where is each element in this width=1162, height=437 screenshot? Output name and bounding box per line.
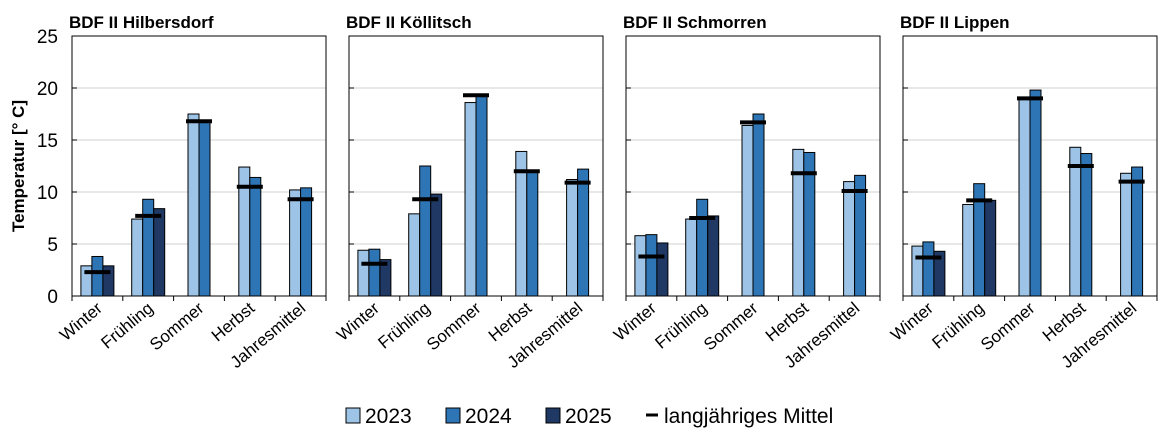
bar-2024 <box>854 174 867 297</box>
bar-2025 <box>984 199 997 297</box>
bar-2025 <box>153 208 166 297</box>
bar-2023 <box>187 113 200 297</box>
legend: 2023 2024 2025 langjähriges Mittel <box>345 405 833 428</box>
bar-2023 <box>1018 98 1031 297</box>
bar-2025 <box>430 193 443 297</box>
panel-title: BDF II Schmorren <box>623 13 767 32</box>
x-tick-label: Frühling <box>929 299 988 353</box>
bar-2024 <box>198 120 211 297</box>
bar-2024 <box>91 255 104 297</box>
legend-label: langjähriges Mittel <box>664 405 833 428</box>
bar-2024 <box>1080 153 1093 297</box>
x-tick-label: Sommer <box>977 298 1039 354</box>
bar-2025 <box>102 265 115 297</box>
y-tick-label: 0 <box>47 287 58 308</box>
bar-2023 <box>408 213 421 297</box>
bar-2024 <box>645 234 658 297</box>
bar-2023 <box>357 249 370 297</box>
bar-2023 <box>131 218 144 297</box>
y-tick-label: 25 <box>37 27 58 48</box>
y-tick-label: 5 <box>47 235 58 256</box>
bar-2024 <box>475 93 488 297</box>
bar-2023 <box>911 245 924 297</box>
panel-title: BDF II Lippen <box>900 13 1010 32</box>
bar-2024 <box>419 165 432 297</box>
bar-2024 <box>1029 89 1042 297</box>
bar-2023 <box>289 189 302 297</box>
x-tick-label: Frühling <box>652 299 711 353</box>
x-tick-label: Frühling <box>98 299 157 353</box>
x-tick-label: Frühling <box>375 299 434 353</box>
bar-2023 <box>1120 172 1133 297</box>
y-axis-label: Temperatur [° C] <box>9 100 28 232</box>
x-tick-label: Sommer <box>700 298 762 354</box>
y-tick-label: 15 <box>37 131 58 152</box>
bar-2025 <box>933 250 946 297</box>
bar-2023 <box>566 179 579 297</box>
legend-swatch <box>445 407 461 424</box>
panel-title: BDF II Köllitsch <box>346 13 472 32</box>
x-tick-label: Sommer <box>423 298 485 354</box>
bar-2025 <box>707 215 720 297</box>
legend-swatch <box>345 407 361 424</box>
bar-2025 <box>656 242 669 297</box>
bar-2024 <box>249 176 262 297</box>
bar-2025 <box>379 259 392 297</box>
bar-2024 <box>752 113 765 297</box>
bar-2023 <box>685 218 698 297</box>
bar-2024 <box>803 151 816 297</box>
legend-label: 2023 <box>365 405 412 428</box>
bar-2023 <box>741 124 754 297</box>
bar-2024 <box>922 241 935 297</box>
y-tick-label: 10 <box>37 183 58 204</box>
legend-label: 2024 <box>465 405 512 428</box>
legend-swatch <box>545 407 561 424</box>
bar-2024 <box>526 170 539 297</box>
y-tick-label: 20 <box>37 79 58 100</box>
bar-2023 <box>464 102 477 297</box>
bar-2024 <box>368 248 381 297</box>
bar-2024 <box>696 198 709 297</box>
x-tick-label: Sommer <box>146 298 208 354</box>
bar-2023 <box>843 181 856 297</box>
bar-2024 <box>300 187 313 297</box>
legend-label: 2025 <box>565 405 612 428</box>
bar-2024 <box>1131 166 1144 297</box>
bar-2024 <box>142 198 155 297</box>
bar-2024 <box>577 168 590 297</box>
bar-2023 <box>962 203 975 297</box>
bar-2023 <box>634 235 647 297</box>
panel-title: BDF II Hilbersdorf <box>69 13 214 32</box>
bar-2023 <box>1069 146 1082 297</box>
